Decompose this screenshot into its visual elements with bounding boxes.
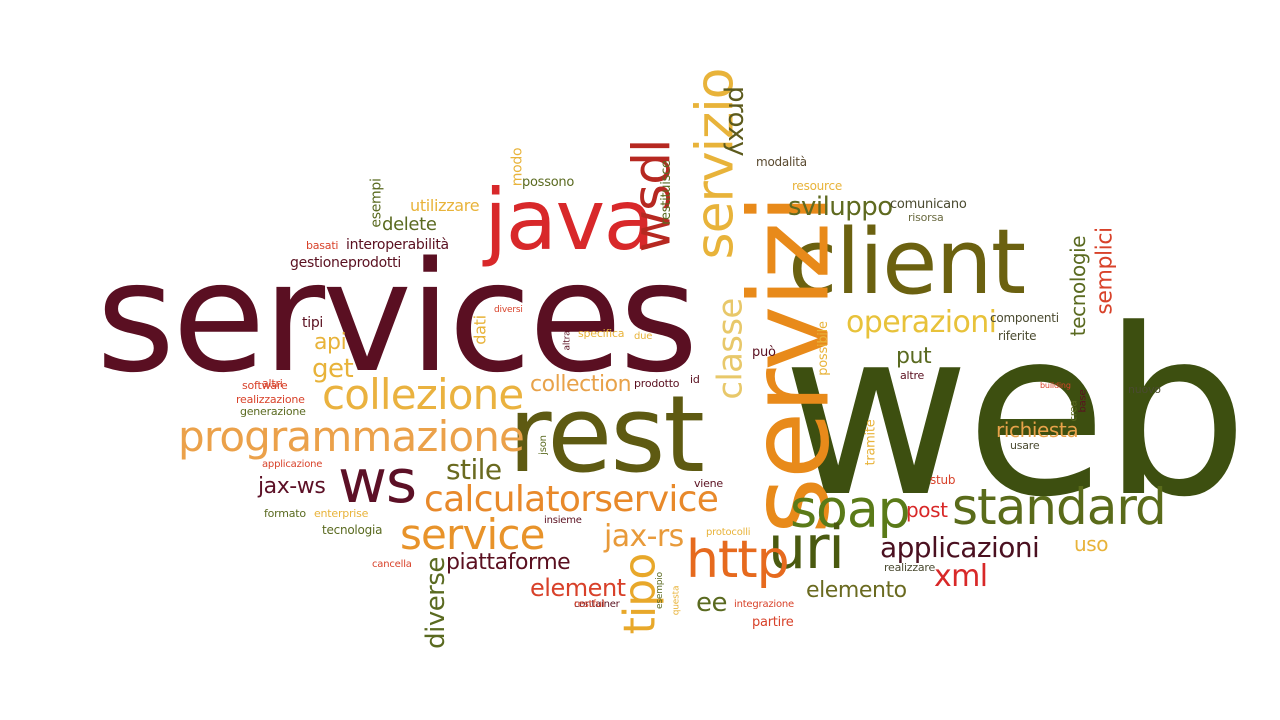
word-software: software <box>242 379 288 392</box>
word-api: api <box>314 330 347 355</box>
word-realizzare: realizzare <box>884 561 936 574</box>
word-viene: viene <box>694 477 723 490</box>
word-semplici: semplici <box>1092 227 1118 315</box>
word-altra: altra <box>562 330 573 351</box>
word-comunicano: comunicano <box>890 197 967 212</box>
word-operazioni: operazioni <box>846 305 997 340</box>
word-put: put <box>896 344 932 369</box>
word-integrazione: integrazione <box>734 599 795 610</box>
word-specifica: specifica <box>578 327 625 340</box>
word-restituisce: restituisce <box>658 160 674 225</box>
word-client: client <box>788 210 1026 315</box>
word-risorsa: risorsa <box>908 211 944 224</box>
word-programmazione: programmazione <box>178 412 525 461</box>
word-esempio: esempio <box>655 572 665 609</box>
word-java: java <box>484 171 655 269</box>
word-proxy: proxy <box>721 86 752 156</box>
word-insieme: insieme <box>544 515 582 526</box>
word-applicazioni: applicazioni <box>880 531 1040 564</box>
word-stile: stile <box>446 453 502 486</box>
word-element: element <box>530 574 626 602</box>
word-due: due <box>634 331 653 342</box>
word-soap: soap <box>790 480 911 540</box>
word-stub: stub <box>930 473 956 487</box>
word-elemento: elemento <box>806 578 907 603</box>
word-componenti: componenti <box>990 311 1059 325</box>
word-basati: basati <box>306 239 339 252</box>
word-standard: standard <box>952 478 1167 536</box>
word-services: services <box>96 229 698 406</box>
word-building: building <box>1040 381 1071 390</box>
word-ee: ee <box>696 588 727 618</box>
word-uso: uso <box>1074 532 1109 556</box>
word-altri: altri <box>262 377 283 390</box>
word-usare: usare <box>1010 439 1040 452</box>
word-base: base <box>1077 389 1089 413</box>
word-resource: resource <box>792 179 842 193</box>
word-calculatorservice: calculatorservice <box>424 479 719 520</box>
word-generazione: generazione <box>240 405 306 418</box>
word-prodotto: prodotto <box>634 377 680 390</box>
word-xml: xml <box>934 559 988 594</box>
word-tramite: tramite <box>863 419 879 466</box>
word-realizzazione: realizzazione <box>236 393 305 406</box>
word-riferite: riferite <box>998 329 1037 343</box>
word-protocolli: protocolli <box>706 527 751 538</box>
word-collection: collection <box>530 372 632 397</box>
word-formato: formato <box>264 507 306 520</box>
word-json: json <box>537 435 549 455</box>
word-ws: ws <box>338 447 417 517</box>
word-modalita: modalità <box>756 155 807 169</box>
word-dati: dati <box>470 315 490 345</box>
word-partire: partire <box>752 615 794 630</box>
word-get: get <box>312 354 354 384</box>
word-piattaforme: piattaforme <box>446 550 571 575</box>
word-questa: questa <box>671 585 682 616</box>
word-tecnologia: tecnologia <box>322 523 383 537</box>
word-http: http <box>686 530 790 590</box>
word-enterprise: enterprise <box>314 507 369 520</box>
word-sviluppo: sviluppo <box>788 192 893 222</box>
word-delete: delete <box>382 214 437 235</box>
word-cancella: cancella <box>372 559 412 570</box>
word-jax-ws: jax-ws <box>258 474 326 499</box>
word-interoperabilita: interoperabilità <box>346 237 449 253</box>
word-applicazione: applicazione <box>262 459 323 470</box>
word-collezione: collezione <box>322 370 524 419</box>
word-uri: uri <box>768 513 845 583</box>
word-tipi: tipi <box>302 315 324 331</box>
word-web: web <box>782 281 1248 548</box>
word-richiesta: richiesta <box>996 418 1079 442</box>
word-diversi: diversi <box>494 305 523 315</box>
word-puo: può <box>752 345 776 360</box>
word-container: container <box>574 599 620 610</box>
word-service: service <box>400 510 545 559</box>
word-tecnologie: tecnologie <box>1066 235 1091 337</box>
word-gestioneprodotti: gestioneprodotti <box>290 255 401 271</box>
word-possono: possono <box>522 175 575 190</box>
word-post: post <box>906 498 948 522</box>
word-possibile: possibile <box>815 321 831 376</box>
word-rest: rest <box>508 373 705 496</box>
word-nuovo: nuovo <box>1128 383 1161 396</box>
word-id: id <box>690 373 700 386</box>
word-diverse: diverse <box>420 557 451 649</box>
word-restful: restful <box>574 599 605 610</box>
word-esempi: esempi <box>368 178 385 228</box>
word-utilizzare: utilizzare <box>410 196 480 215</box>
word-classe: classe <box>710 298 751 400</box>
word-jax-rs: jax-rs <box>604 519 684 554</box>
word-altre: altre <box>900 369 925 382</box>
